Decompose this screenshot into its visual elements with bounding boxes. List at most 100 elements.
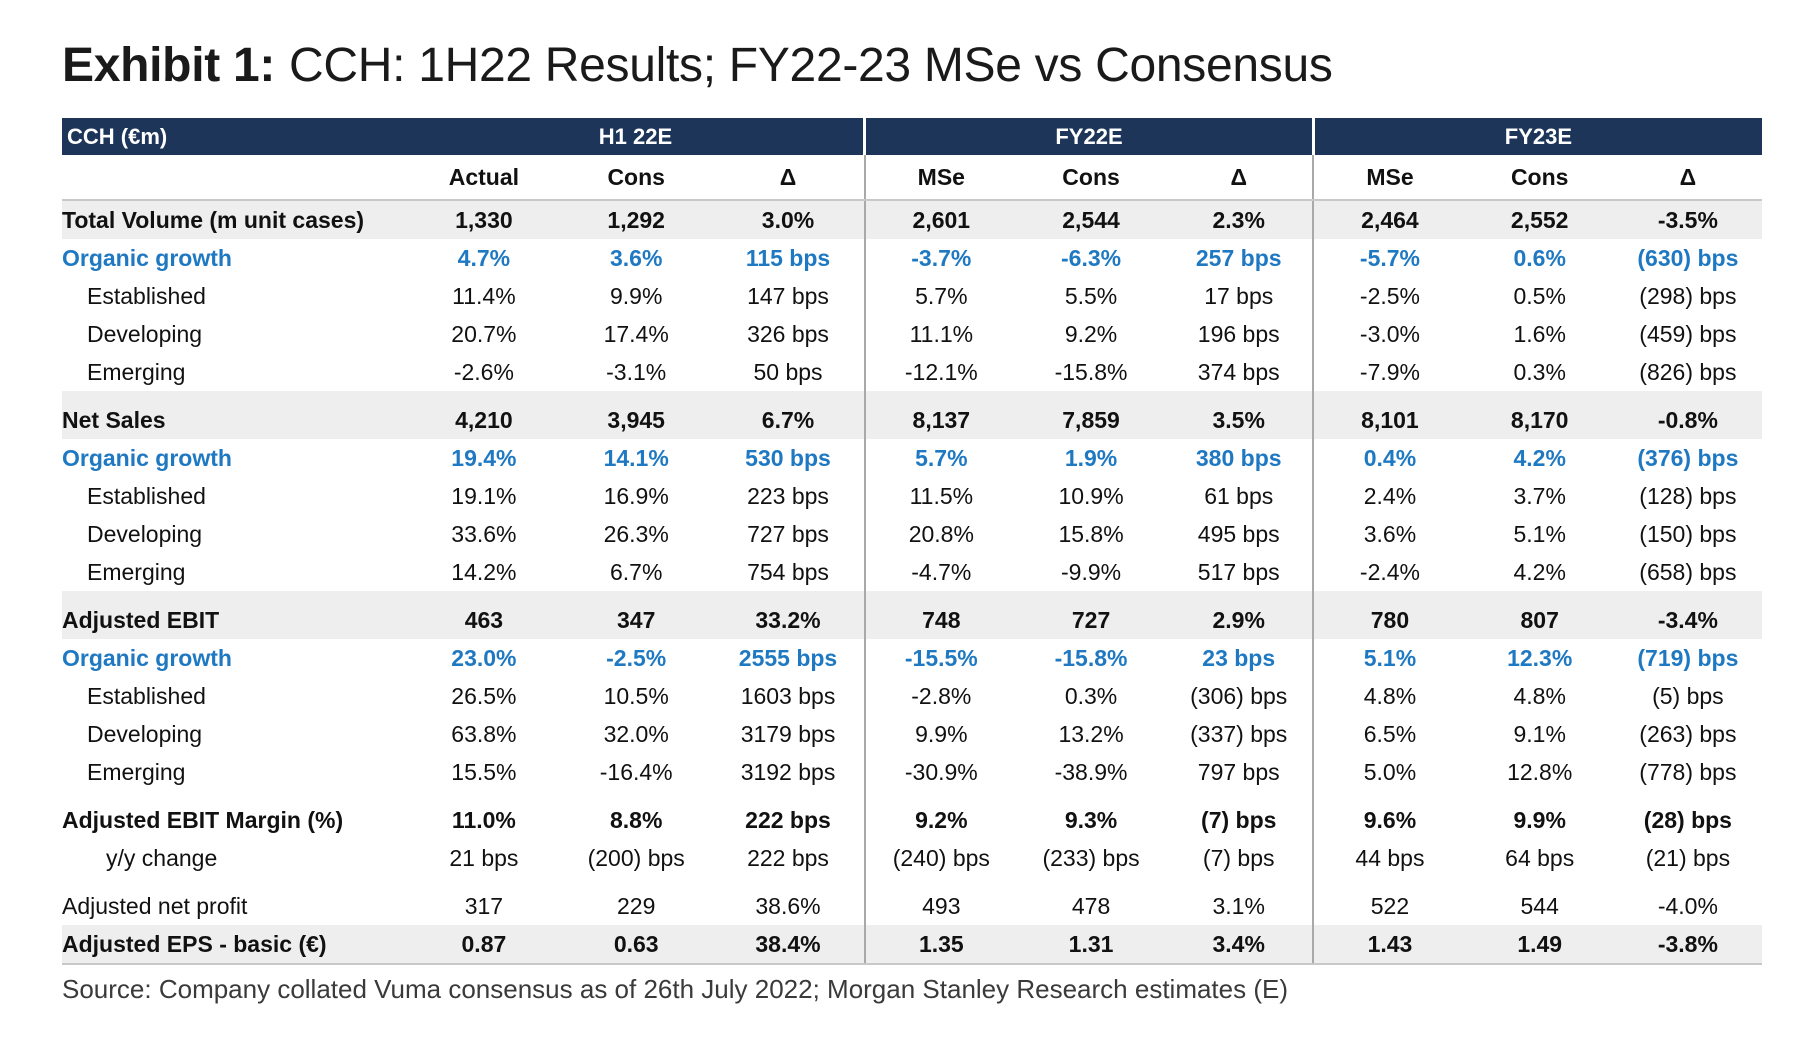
table-cell: (21) bps (1645, 844, 1731, 871)
table-cell: 17.4% (603, 320, 669, 347)
table-cell: -15.8% (1054, 358, 1128, 385)
table-cell: (826) bps (1639, 358, 1737, 385)
row-label: Organic growth (62, 244, 232, 271)
exhibit-title: Exhibit 1: CCH: 1H22 Results; FY22-23 MSe… (62, 36, 1333, 96)
row-label: Organic growth (62, 444, 232, 471)
table-cell: 4.2% (1513, 558, 1566, 585)
table-row: Organic growth 19.4% 14.1% 530 bps 5.7% 1.9% 3… (62, 439, 1762, 477)
table-cell: 4.8% (1513, 682, 1566, 709)
table-cell: (150) bps (1639, 520, 1737, 547)
table-cell: -3.0% (1312, 315, 1466, 353)
table-cell: 12.3% (1507, 644, 1573, 671)
table-cell: -3.8% (1613, 925, 1762, 965)
table-row: Emerging 15.5% -16.4% 3192 bps -30.9% -38.9% 7… (62, 753, 1762, 791)
table-cell: 9.9% (863, 715, 1017, 753)
table-row: Net Sales 4,210 3,945 6.7% 8,137 7,859 3.5% 8,1… (62, 391, 1762, 439)
table-cell: 11.0% (451, 806, 516, 833)
table-row: Total Volume (m unit cases) 1,330 1,292 3.0… (62, 200, 1762, 239)
table-cell: 3.4% (1165, 925, 1314, 965)
table-cell: -38.9% (1054, 758, 1128, 785)
table-cell: 9.2% (863, 791, 1017, 839)
table-cell: -15.8% (1054, 644, 1128, 671)
row-label: Adjusted EPS - basic (€) (62, 925, 408, 965)
row-label: Emerging (87, 558, 186, 585)
table-cell: 1.43 (1312, 925, 1466, 965)
row-label: Developing (87, 720, 203, 747)
table-cell: 20.8% (863, 515, 1017, 553)
table-cell: 44 bps (1312, 839, 1466, 877)
table-cell: 380 bps (1195, 444, 1282, 471)
table-cell: 6.7% (712, 391, 865, 439)
table-cell: -2.8% (863, 677, 1017, 715)
table-cell: 748 (863, 591, 1017, 639)
table-cell: (298) bps (1639, 282, 1737, 309)
column-header: Δ (712, 155, 865, 201)
row-label: Established (87, 282, 206, 309)
table-cell: 780 (1312, 591, 1466, 639)
table-cell: 23.0% (451, 644, 517, 671)
table-cell: 11.5% (863, 477, 1017, 515)
table-cell: 14.1% (603, 444, 669, 471)
table-cell: 26.5% (451, 682, 517, 709)
table-cell: -5.7% (1312, 239, 1466, 277)
table-cell: 478 (1071, 892, 1111, 919)
table-cell: 16.9% (603, 482, 669, 509)
table-cell: 3179 bps (740, 720, 836, 747)
table-cell: (459) bps (1639, 320, 1737, 347)
table-row: y/y change 21 bps (200) bps 222 bps (240) bp… (62, 839, 1762, 877)
group-header-row: CCH (€m) H1 22E FY22E FY23E (62, 118, 1762, 155)
row-label: Developing (87, 320, 203, 347)
table-cell: 6.7% (609, 558, 663, 585)
column-header: Cons (560, 155, 713, 201)
table-cell: 0.3% (1513, 358, 1566, 385)
row-label: Emerging (87, 358, 186, 385)
table-cell: (778) bps (1639, 758, 1737, 785)
table-cell: 33.6% (451, 520, 517, 547)
table-cell: 2.4% (1312, 477, 1466, 515)
table-cell: 64 bps (1505, 844, 1575, 871)
table-cell: 33.2% (712, 591, 865, 639)
table-cell: 3.7% (1513, 482, 1566, 509)
table-cell: -7.9% (1312, 353, 1466, 391)
table-cell: 8,137 (863, 391, 1017, 439)
source-note: Source: Company collated Vuma consensus … (62, 974, 1288, 1004)
row-label: Total Volume (m unit cases) (62, 200, 408, 239)
table-cell: 115 bps (745, 244, 831, 271)
table-cell: -16.4% (599, 758, 673, 785)
table-cell: 326 bps (747, 320, 829, 347)
table-cell: 8,170 (1465, 391, 1614, 439)
table-cell: 754 bps (747, 558, 829, 585)
exhibit-label: Exhibit 1: (62, 39, 276, 92)
table-cell: -12.1% (863, 353, 1017, 391)
table-cell: 5.0% (1312, 753, 1466, 791)
results-table: CCH (€m) H1 22E FY22E FY23E Actual Cons … (62, 118, 1762, 965)
table-cell: 1.9% (1064, 444, 1118, 471)
table-cell: 257 bps (1195, 244, 1282, 271)
table-cell: 9.9% (1513, 806, 1566, 833)
table-cell: 530 bps (745, 444, 831, 471)
table-row: Developing 33.6% 26.3% 727 bps 20.8% 15.8% 495… (62, 515, 1762, 553)
table-cell: -3.7% (863, 239, 1017, 277)
table-cell: 3.1% (1212, 892, 1265, 919)
table-cell: 2555 bps (738, 644, 838, 671)
table-cell: -3.1% (606, 358, 667, 385)
table-cell: 223 bps (747, 482, 829, 509)
table-row: Established 19.1% 16.9% 223 bps 11.5% 10.9% 61… (62, 477, 1762, 515)
group-header-h1-22e: H1 22E (407, 118, 865, 155)
row-label: Emerging (87, 758, 186, 785)
table-cell: 522 (1312, 877, 1466, 925)
table-cell: 21 bps (449, 844, 519, 871)
table-cell: 2,464 (1312, 200, 1466, 239)
table-cell: -0.8% (1613, 391, 1762, 439)
table-cell: 1.49 (1465, 925, 1614, 965)
table-cell: 6.5% (1312, 715, 1466, 753)
table-cell: 11.4% (452, 282, 516, 309)
table-cell: -30.9% (863, 753, 1017, 791)
table-row: Developing 20.7% 17.4% 326 bps 11.1% 9.2% 196 … (62, 315, 1762, 353)
table-cell: 2.9% (1165, 591, 1314, 639)
table-cell: (5) bps (1652, 682, 1724, 709)
table-cell: 19.4% (451, 444, 517, 471)
table-cell: 26.3% (603, 520, 669, 547)
table-cell: 1,292 (560, 200, 713, 239)
table-cell: (630) bps (1637, 244, 1739, 271)
